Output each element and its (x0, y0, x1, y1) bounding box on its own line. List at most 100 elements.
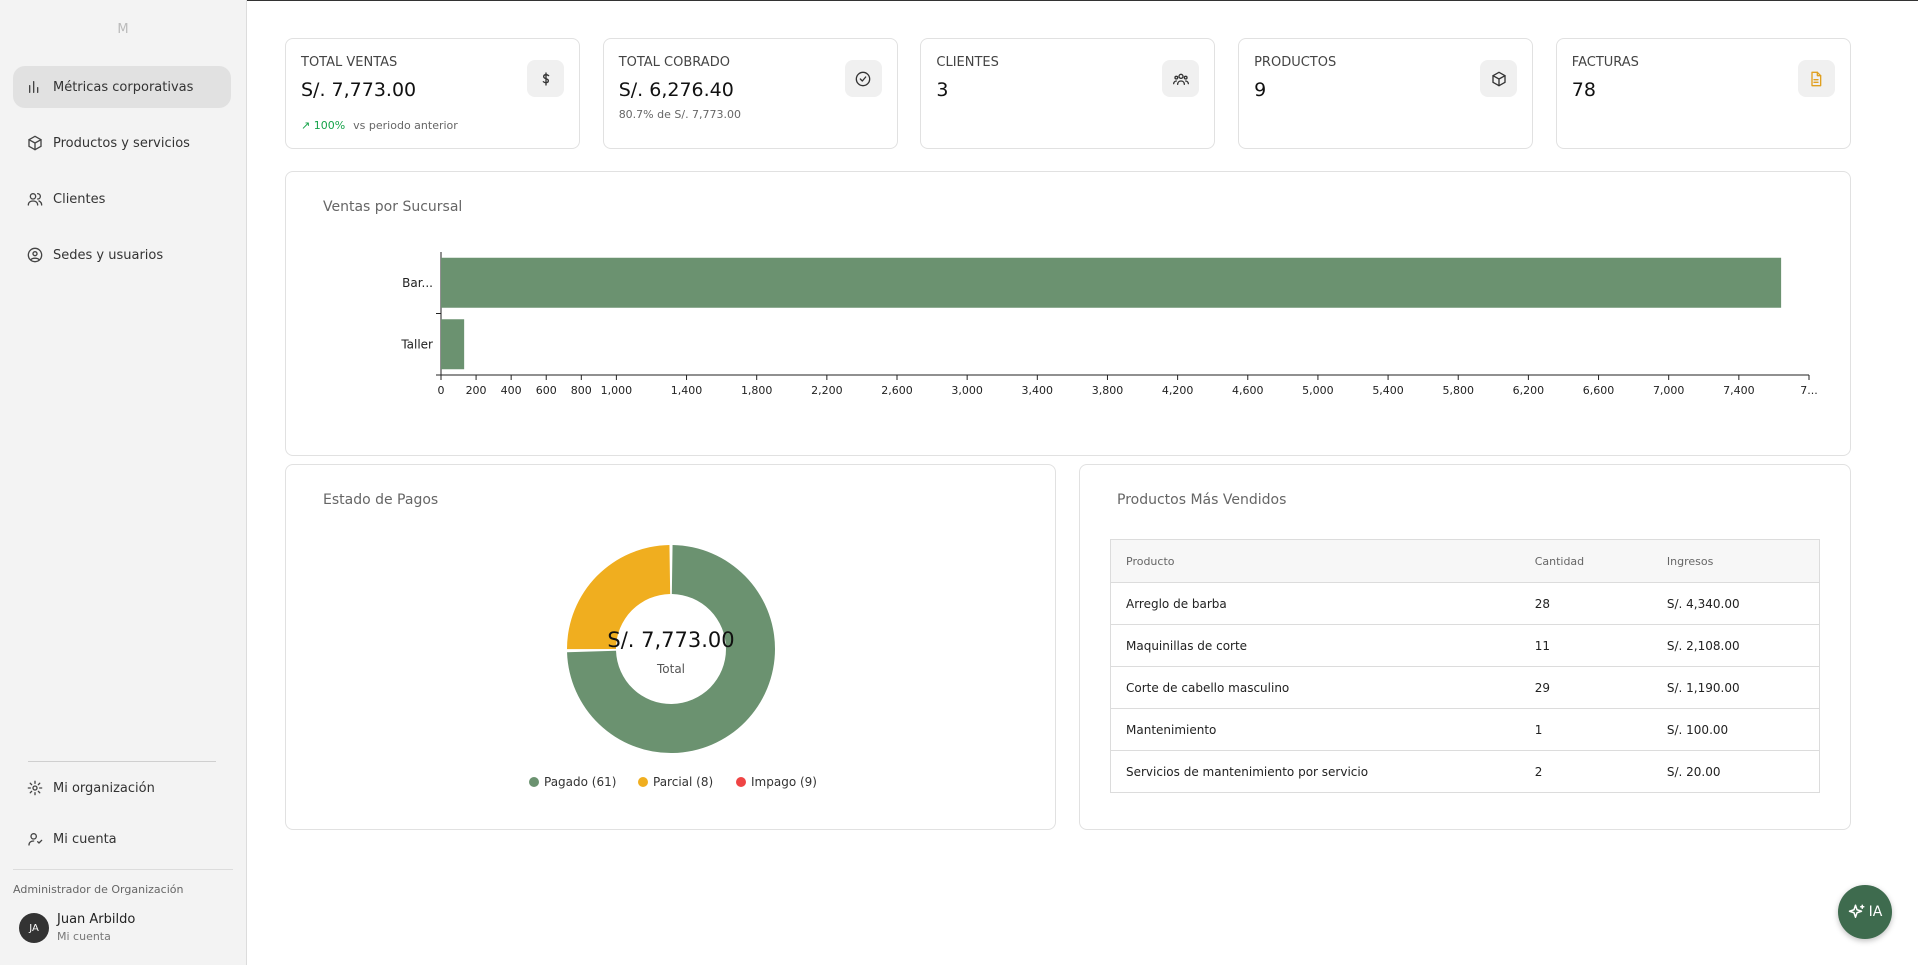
table-cell: Maquinillas de corte (1110, 624, 1520, 667)
nav-item[interactable]: Clientes (13, 178, 231, 220)
icon (27, 193, 43, 206)
x-tick-label: 0 (438, 384, 445, 397)
donut-segment (567, 545, 775, 753)
panel-title: Estado de Pagos (323, 492, 439, 508)
bar-panel: Ventas por Sucursal 0 200 400 600 800 1,000 1,4… (285, 171, 1851, 456)
table-cell: S/. 4,340.00 (1651, 582, 1820, 625)
nav-item[interactable]: Métricas corporativas (13, 66, 231, 108)
x-tick-label: 6,600 (1583, 384, 1615, 397)
center-value: S/. 7,773.00 (607, 628, 734, 652)
icon (1848, 904, 1865, 918)
legend-label: Pagado (61) (544, 775, 616, 789)
donut-segment (567, 545, 671, 650)
table-cell: S/. 20.00 (1651, 750, 1820, 793)
column-header: Producto (1110, 539, 1520, 583)
x-tick-label: 1,800 (741, 384, 773, 397)
icon (27, 780, 43, 796)
x-tick-label: 1,400 (671, 384, 703, 397)
x-tick-label: 4,200 (1162, 384, 1194, 397)
table-cell: S/. 2,108.00 (1651, 624, 1820, 667)
donut-panel: Estado de Pagos S/. 7,773.00 Total Pagado (… (285, 464, 1056, 830)
x-tick-label: 2,600 (881, 384, 913, 397)
stat-card: TOTAL VENTAS S/. 7,773.00 ↗ 100% vs periodo… (285, 38, 580, 149)
divider (28, 761, 216, 762)
legend-dot (529, 777, 539, 787)
bar-chart: 0 200 400 600 800 1,000 1,400 1,800 2,200 2,600 3,… (400, 252, 1818, 397)
table-cell: 29 (1519, 666, 1652, 709)
nav-item[interactable]: Productos y servicios (13, 122, 231, 164)
role: Administrador de Organización (13, 883, 184, 896)
card-icon (844, 60, 882, 97)
nav-item[interactable]: Mi cuenta (13, 818, 231, 860)
table-cell: 2 (1519, 750, 1652, 793)
y-tick-label: Taller (400, 337, 433, 351)
legend-dot (638, 777, 648, 787)
x-tick-label: 1,000 (601, 384, 633, 397)
bar (441, 319, 465, 370)
divider (13, 869, 233, 870)
icon (855, 71, 871, 86)
nav-item[interactable]: Sedes y usuarios (13, 234, 231, 276)
card-label: TOTAL VENTAS (301, 55, 398, 70)
card-value: 78 (1571, 79, 1596, 101)
bar (441, 257, 1782, 308)
x-tick-label: 7,400 (1723, 384, 1755, 397)
avatar[interactable]: JA (19, 913, 49, 943)
column-header: Ingresos (1651, 539, 1820, 583)
x-tick-label: 7... (1800, 384, 1818, 397)
card-note: 80.7% de S/. 7,773.00 (618, 108, 742, 121)
change-note: vs periodo anterior (353, 119, 458, 132)
table-row: Corte de cabello masculino 29 S/. 1,190.00 (1110, 666, 1820, 709)
top-border (247, 0, 1918, 1)
x-tick-label: 3,400 (1022, 384, 1053, 397)
icon (27, 247, 43, 263)
x-tick-label: 5,000 (1302, 384, 1334, 397)
icon (1491, 71, 1506, 86)
card-icon (1480, 60, 1518, 97)
assistant-button[interactable]: IA (1838, 885, 1892, 939)
user-link[interactable]: Mi cuenta (57, 930, 111, 943)
x-tick-label: 3,800 (1092, 384, 1124, 397)
nav-item[interactable]: Mi organización (13, 767, 231, 809)
nav-label: Sedes y usuarios (53, 247, 164, 263)
change: ↗ 100% (301, 119, 346, 132)
table-row: Mantenimiento 1 S/. 100.00 (1110, 708, 1820, 751)
table-cell: Arreglo de barba (1110, 582, 1520, 625)
table-row: Maquinillas de corte 11 S/. 2,108.00 (1110, 624, 1820, 667)
card-value: S/. 7,773.00 (301, 79, 417, 101)
stat-card: CLIENTES 3 (920, 38, 1216, 149)
user-name: Juan Arbildo (57, 912, 136, 927)
card-icon (527, 60, 564, 97)
stat-card: PRODUCTOS 9 (1238, 38, 1534, 149)
y-tick-label: Bar... (402, 276, 433, 290)
donut-chart: S/. 7,773.00 Total Pagado (61) Parcial (8) I… (529, 545, 817, 789)
x-tick-label: 800 (571, 384, 592, 397)
x-tick-label: 200 (466, 384, 487, 397)
header-row: Producto Cantidad Ingresos (1110, 539, 1820, 583)
table-cell: 11 (1519, 624, 1652, 667)
table-cell: Mantenimiento (1110, 708, 1520, 751)
sidebar: M Métricas corporativas Productos y servic… (0, 0, 247, 965)
card-value: S/. 6,276.40 (618, 79, 734, 101)
panel-title: Ventas por Sucursal (323, 199, 463, 215)
icon (1172, 73, 1189, 85)
x-tick-label: 4,600 (1232, 384, 1264, 397)
card-label: TOTAL COBRADO (618, 55, 730, 70)
x-tick-label: 5,400 (1372, 384, 1404, 397)
panel-title: Productos Más Vendidos (1117, 492, 1287, 508)
legend-dot (736, 777, 746, 787)
icon (542, 71, 549, 86)
legend-label: Impago (9) (751, 775, 817, 789)
x-tick-label: 2,200 (811, 384, 843, 397)
x-tick-label: 400 (501, 384, 522, 397)
x-tick-label: 3,000 (951, 384, 983, 397)
card-label: CLIENTES (936, 55, 999, 70)
icon (28, 135, 42, 151)
nav-label: Mi organización (53, 780, 155, 796)
assistant-label: IA (1868, 904, 1883, 920)
card-value: 9 (1254, 79, 1267, 101)
stat-card: TOTAL COBRADO S/. 6,276.40 80.7% de S/. 7,… (602, 38, 898, 149)
logo: M (117, 22, 129, 37)
products-table: Producto Cantidad Ingresos Arreglo de barba… (1110, 539, 1820, 793)
table-row: Servicios de mantenimiento por servicio 2… (1110, 750, 1820, 793)
